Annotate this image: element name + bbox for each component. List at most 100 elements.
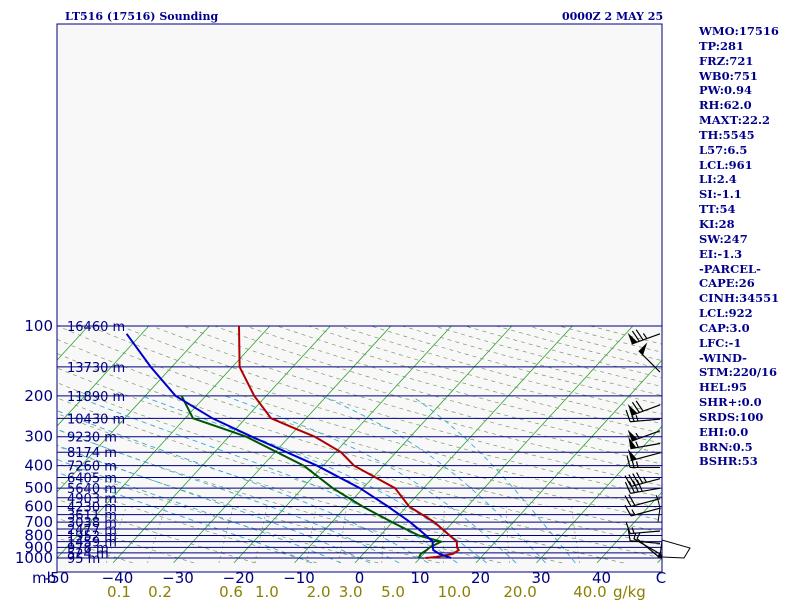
wind-barb: [624, 504, 661, 517]
index-item: PW:0.94: [699, 83, 753, 98]
index-item: SHR+:0.0: [699, 395, 762, 410]
index-item: BSHR:53: [699, 454, 758, 469]
barb-staff: [630, 498, 661, 508]
height-label: 11890 m: [67, 390, 125, 405]
barb-flag: [635, 329, 644, 341]
index-item: HEL:95: [699, 380, 747, 395]
pressure-tick-label: 500: [24, 479, 53, 497]
index-item: -WIND-: [699, 350, 747, 365]
mixing-ratio-unit-label: g/kg: [613, 583, 646, 600]
wind-barb: [638, 342, 661, 373]
barb-staff: [630, 540, 661, 544]
index-item: KI:28: [699, 216, 735, 231]
height-label: 4230 m: [67, 501, 117, 516]
barb-flag: [625, 521, 631, 534]
mixing-ratio-tick-label: 0.2: [148, 583, 172, 600]
index-item: WB0:751: [699, 68, 758, 83]
plot-border: [56, 23, 663, 573]
indices-panel: WMO:17516 TP:281 FRZ:721 WB0:751 PW:0.94 RH:6…: [699, 24, 799, 469]
index-item: WMO:17516: [699, 24, 779, 38]
barb-flag: [628, 474, 636, 486]
height-label: 5640 m: [67, 482, 117, 497]
wind-barbs: [624, 329, 661, 559]
isotherm-line: [57, 325, 210, 493]
wind-barb: [624, 479, 661, 494]
sounding-profiles: [125, 325, 461, 559]
wind-barb: [627, 329, 661, 345]
mixing-ratio-tick-label: 5.0: [381, 583, 405, 600]
pressure-tick-label: 600: [24, 498, 53, 516]
dry-adiabat: [276, 325, 662, 434]
height-label: 9230 m: [67, 431, 117, 446]
moist-adiabat: [57, 410, 429, 564]
wind-barb: [626, 455, 660, 469]
barb-half-flag: [631, 527, 635, 534]
height-label: 2477 m: [67, 523, 117, 538]
barb-flag: [631, 330, 640, 342]
height-label: 6405 m: [67, 472, 117, 487]
mixing-ratio-tick-label: 1.0: [255, 583, 279, 600]
isotherm-line: [233, 325, 452, 564]
barb-staff: [630, 487, 661, 494]
barb-flag: [624, 495, 632, 507]
moist-adiabat: [321, 395, 546, 564]
index-item: TT:54: [699, 202, 736, 217]
temperature-tick-label: 0: [355, 569, 365, 587]
barb-half-flag: [635, 461, 639, 468]
barb-flag: [628, 481, 635, 493]
mixing-ratio-tick-label: 2.0: [307, 583, 331, 600]
height-label: 524 m: [67, 547, 109, 562]
barb-half-flag: [635, 432, 640, 439]
wind-barb: [624, 494, 661, 508]
mixing-ratio-tick-label: 40.0: [573, 583, 606, 600]
index-item: RH:62.0: [699, 98, 752, 113]
barb-half-flag: [636, 532, 641, 539]
hodograph-origin: [657, 553, 663, 559]
wind-barb: [625, 409, 661, 423]
height-label: 16460 m: [67, 320, 125, 335]
height-label: 8174 m: [67, 446, 117, 461]
surface-wind-hodograph: [655, 494, 691, 559]
barb-flag: [624, 504, 632, 517]
index-item: LCL:961: [699, 157, 753, 172]
isotherm-line: [415, 325, 634, 564]
temperature-tick-label: −40: [102, 569, 134, 587]
pressure-tick-label: 400: [24, 457, 53, 475]
index-item: TP:281: [699, 38, 745, 53]
index-item: SW:247: [699, 231, 748, 246]
index-item: L57:6.5: [699, 142, 748, 157]
isotherm-line: [354, 325, 573, 564]
x-axis-label: C: [656, 569, 666, 587]
pressure-tick-label: 300: [24, 428, 53, 446]
pressure-tick-label: 700: [24, 513, 53, 531]
dry-adiabat: [57, 382, 662, 559]
barb-pennant: [638, 342, 648, 356]
height-label: 10430 m: [67, 412, 125, 427]
barb-flag: [632, 480, 639, 493]
barb-half-flag: [633, 532, 637, 540]
mixing-ratio-tick-label: 20.0: [503, 583, 536, 600]
wind-barb: [628, 436, 661, 450]
mixing-ratio-line: [254, 506, 268, 563]
index-item: SRDS:100: [699, 409, 764, 424]
barb-flag: [626, 455, 631, 468]
height-label: 4903 m: [67, 492, 117, 507]
isotherm-line: [57, 325, 271, 559]
barb-staff: [630, 418, 661, 423]
chart-time: 0000Z 2 MAY 25: [562, 10, 663, 23]
pressure-tick-label: 100: [24, 317, 53, 335]
index-item: MAXT:22.2: [699, 113, 770, 128]
mixing-ratio-line: [105, 506, 127, 564]
barb-half-flag: [642, 333, 648, 339]
moist-adiabat: [411, 395, 576, 564]
dry-adiabat: [57, 339, 662, 521]
pressure-tick-label: 200: [24, 387, 53, 405]
pressure-tick-label: 1000: [15, 549, 53, 567]
index-item: FRZ:721: [699, 53, 754, 68]
barb-half-flag: [635, 415, 639, 422]
hodograph-trace: [659, 539, 691, 559]
moist-adiabat: [57, 428, 400, 564]
isotherm-line: [294, 325, 513, 564]
